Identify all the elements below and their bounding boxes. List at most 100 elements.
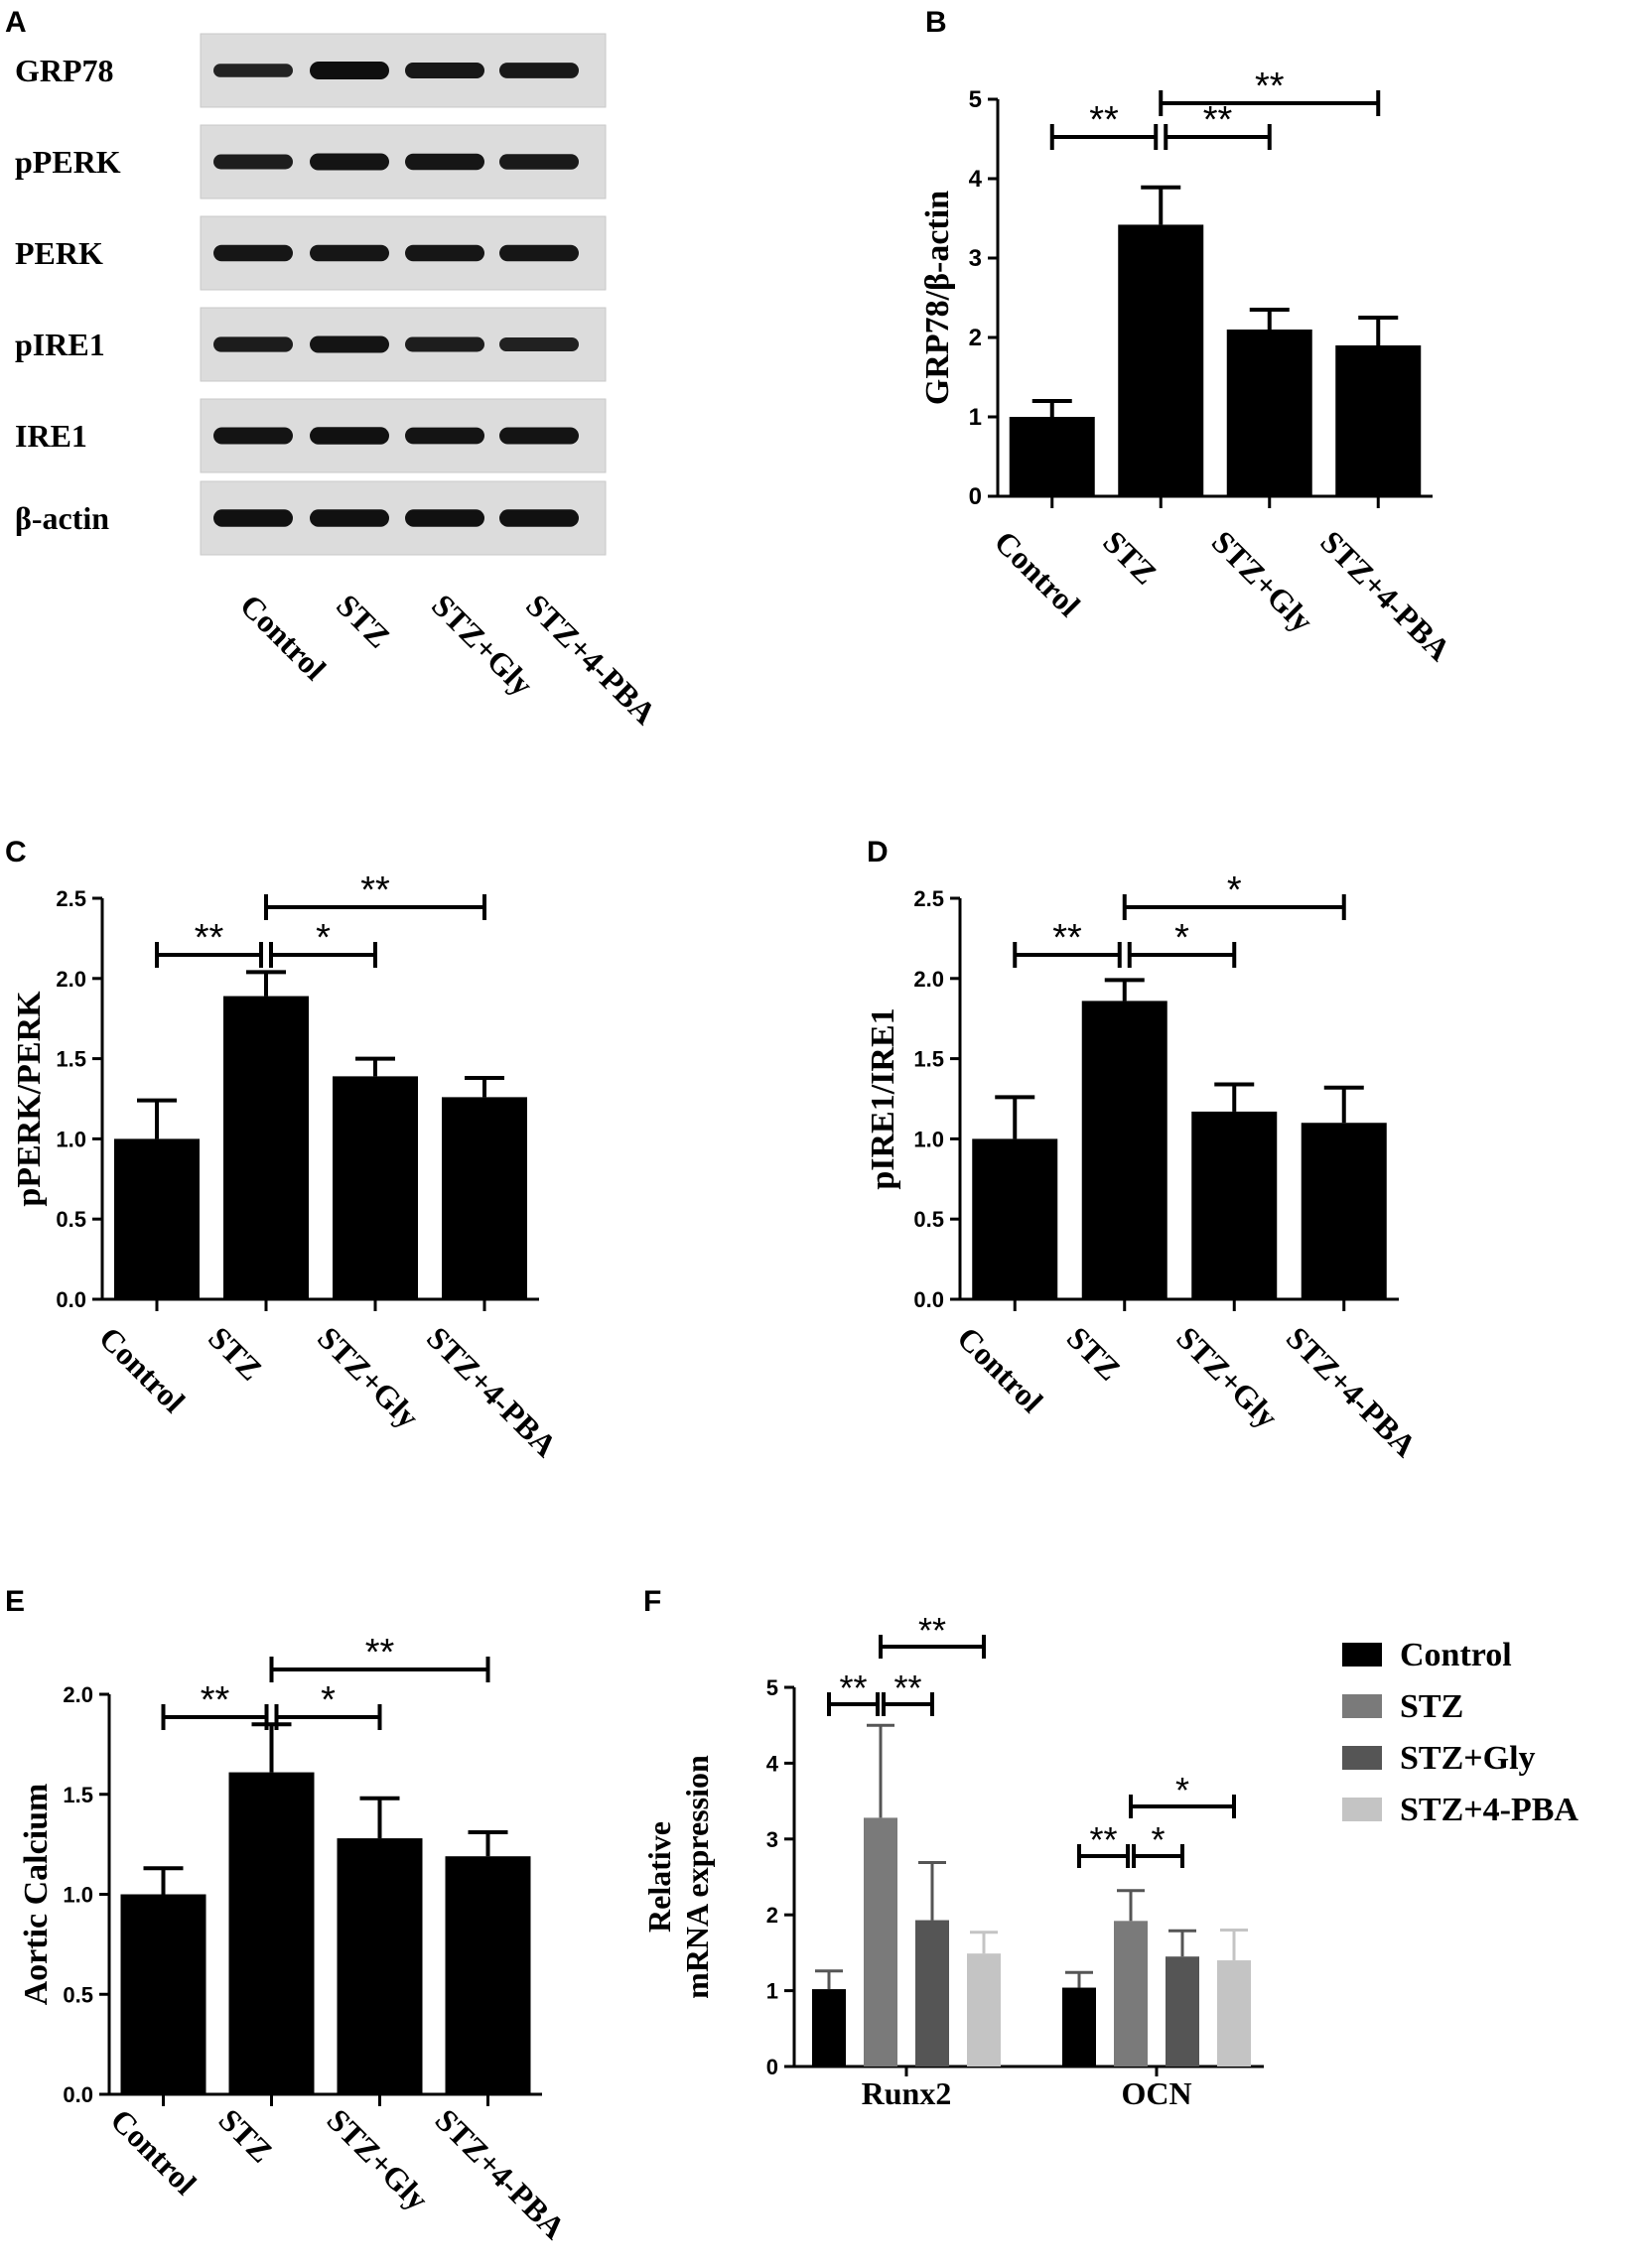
- x-tick-label: STZ+4-PBA: [429, 2101, 573, 2245]
- y-tick-label: 1.5: [913, 1047, 944, 1072]
- aortic-calcium-bar-chart: 0.0 0.5 1.0 1.5 2.0 Aortic Calcium Control STZ S…: [18, 1632, 573, 2246]
- y-axis-label: pIRE1/IRE1: [865, 1007, 901, 1189]
- x-tick-label: Control: [950, 1319, 1050, 1419]
- blot-strip-border: [200, 307, 607, 382]
- y-tick-label: 1.5: [56, 1047, 86, 1072]
- blot-band: [405, 336, 484, 352]
- y-tick-label: 0.0: [913, 1287, 944, 1312]
- significance-label: *: [1174, 917, 1189, 959]
- bar: [1335, 345, 1422, 496]
- blot-band: [499, 244, 579, 262]
- y-tick-label: 1.0: [913, 1127, 944, 1151]
- x-tick-label: STZ+4-PBA: [1313, 523, 1457, 667]
- y-tick-label: 1: [969, 404, 982, 431]
- blot-band: [213, 154, 293, 170]
- y-tick-label: 4: [766, 1751, 779, 1776]
- bar: [1114, 1921, 1148, 2067]
- bar: [337, 1838, 423, 2094]
- bar: [1301, 1123, 1387, 1299]
- lane-label: STZ+Gly: [425, 587, 540, 702]
- blot-band: [310, 509, 389, 527]
- x-tick-label: Runx2: [862, 2075, 952, 2111]
- grp78-bar-chart: 0 1 2 3 4 5 GRP78/β-actin Control STZ STZ+GlySTZ+…: [919, 66, 1458, 668]
- bar: [1191, 1111, 1278, 1299]
- blot-band: [499, 509, 579, 527]
- y-tick-label: 0.5: [56, 1207, 86, 1232]
- blot-strip-border: [200, 215, 607, 291]
- y-tick-label: 3: [969, 245, 982, 272]
- y-tick-label: 0.0: [63, 2082, 93, 2107]
- x-tick-label: STZ+Gly: [1205, 523, 1320, 638]
- pperk-bar-chart: 0.0 0.5 1.0 1.5 2.0 2.5 pPERK/PERK Control STZ ST…: [11, 869, 564, 1464]
- blot-band: [405, 153, 484, 171]
- bar: [1062, 1987, 1096, 2067]
- legend-label: STZ: [1400, 1688, 1463, 1725]
- y-tick-label: 0.5: [63, 1982, 93, 2007]
- legend-swatch: [1342, 1746, 1382, 1770]
- bar: [1226, 330, 1312, 496]
- y-axis-label: mRNA expression: [679, 1755, 715, 1999]
- blot-band: [310, 335, 389, 353]
- significance-label: *: [321, 1679, 336, 1721]
- panel-a-letter: A: [5, 6, 27, 39]
- x-tick-label: OCN: [1121, 2075, 1191, 2111]
- x-tick-label: STZ: [212, 2101, 280, 2169]
- blot-label: PERK: [15, 235, 103, 271]
- y-tick-label: 0.0: [56, 1287, 86, 1312]
- blot-band: [499, 427, 579, 445]
- y-tick-label: 1.0: [63, 1883, 93, 1908]
- significance-label: **: [195, 917, 224, 959]
- blot-band: [499, 337, 579, 351]
- y-tick-label: 1.0: [56, 1127, 86, 1151]
- x-tick-label: STZ: [1096, 523, 1164, 591]
- y-tick-label: 5: [766, 1675, 778, 1700]
- bar: [812, 1989, 846, 2067]
- bar: [972, 1138, 1058, 1299]
- blot-band: [405, 244, 484, 262]
- x-tick-label: Control: [104, 2101, 205, 2201]
- significance-label: **: [1203, 99, 1233, 141]
- panel-b-letter: B: [925, 6, 947, 39]
- western-blot-panel: GRP78pPERKPERKpIRE1IRE1β-actinControlSTZ…: [15, 33, 663, 732]
- y-tick-label: 1.5: [63, 1783, 93, 1807]
- legend-swatch: [1342, 1643, 1382, 1667]
- y-tick-label: 0: [766, 2055, 778, 2079]
- blot-strip-border: [200, 480, 607, 556]
- blot-label: pPERK: [15, 144, 121, 180]
- significance-label: **: [1089, 99, 1119, 141]
- blot-label: β-actin: [15, 500, 109, 536]
- bar: [967, 1953, 1001, 2067]
- blot-band: [499, 154, 579, 170]
- blot-band: [310, 62, 389, 79]
- bar: [1166, 1956, 1199, 2067]
- bar: [1217, 1960, 1251, 2067]
- significance-label: **: [839, 1668, 867, 1708]
- panel-d-letter: D: [867, 836, 889, 868]
- bar: [1009, 417, 1095, 496]
- blot-band: [310, 427, 389, 445]
- y-axis-label: GRP78/β-actin: [919, 191, 956, 405]
- y-tick-label: 2.0: [56, 967, 86, 992]
- legend-swatch: [1342, 1694, 1382, 1718]
- y-tick-label: 0: [969, 483, 982, 510]
- y-tick-label: 0.5: [913, 1207, 944, 1232]
- y-axis-label: Relative: [641, 1821, 677, 1933]
- significance-label: *: [1227, 869, 1242, 911]
- y-tick-label: 3: [766, 1827, 778, 1852]
- blot-band: [213, 427, 293, 445]
- legend-label: STZ+Gly: [1400, 1740, 1536, 1777]
- blot-band: [499, 63, 579, 78]
- significance-label: **: [201, 1679, 230, 1721]
- bar: [228, 1772, 315, 2094]
- significance-label: **: [1052, 917, 1082, 959]
- blot-band: [213, 244, 293, 262]
- x-tick-label: STZ: [202, 1319, 269, 1387]
- x-tick-label: STZ+Gly: [1169, 1319, 1285, 1434]
- significance-label: *: [1151, 1819, 1165, 1860]
- y-tick-label: 2.5: [56, 886, 86, 911]
- significance-label: **: [365, 1632, 395, 1673]
- blot-label: IRE1: [15, 418, 87, 454]
- blot-strip-border: [200, 33, 607, 108]
